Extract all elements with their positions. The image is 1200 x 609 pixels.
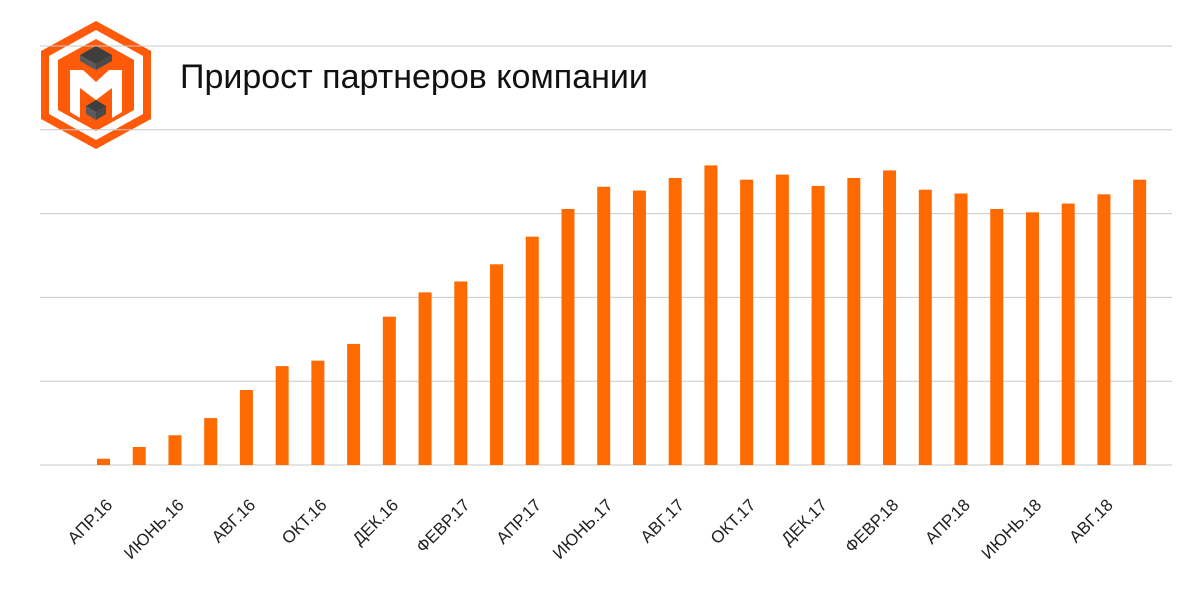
x-tick-label: АВГ.17 [637, 495, 688, 546]
x-tick-label: ФЕВР.18 [841, 495, 902, 556]
bar-АПР.16 [97, 458, 110, 465]
x-tick-label: ИЮНЬ.18 [978, 495, 1046, 563]
bar-ОКТ.16 [311, 360, 325, 465]
x-tick-label: АВГ.18 [1066, 495, 1117, 546]
bar-АВГ.16 [239, 389, 253, 465]
x-tick-label: АПР.18 [921, 495, 973, 547]
bar-ЯНВ.17 [418, 292, 432, 465]
bar-СЕНТ.16 [275, 366, 289, 465]
bar-ИЮНЬ.18 [1025, 212, 1039, 465]
bar-НОЯБ.16 [347, 343, 361, 465]
bar-ИЮЛЬ.18 [1061, 203, 1075, 465]
x-tick-label: ИЮНЬ.17 [549, 495, 617, 563]
bar-ИЮНЬ.17 [597, 186, 611, 465]
bar-ФЕВР.18 [883, 170, 897, 465]
bar-МАЙ.16 [132, 446, 146, 465]
bar-СЕНТ.17 [704, 165, 718, 466]
bar-АПР.18 [954, 193, 968, 465]
bar-ДЕК.17 [811, 185, 825, 466]
x-tick-label: ДЕК.17 [778, 495, 831, 548]
bar-СЕНТ.18 [1133, 179, 1147, 465]
bar-МАЙ.17 [561, 208, 575, 465]
bar-ФЕВР.17 [454, 281, 468, 465]
x-tick-label: АВГ.16 [208, 495, 259, 546]
x-tick-label: ИЮНЬ.16 [120, 495, 188, 563]
x-tick-label: АПР.17 [493, 495, 545, 547]
company-logo [41, 21, 151, 149]
x-tick-label: ОКТ.16 [278, 495, 331, 548]
bar-ИЮЛЬ.17 [632, 190, 646, 465]
bar-АВГ.17 [668, 177, 682, 466]
x-tick-labels: АПР.16 ИЮНЬ.16 АВГ.16 ОКТ.16 ДЕК.16 ФЕВР.17 АП… [64, 495, 1117, 563]
bars [97, 165, 1147, 466]
bar-ИЮНЬ.16 [168, 435, 182, 465]
bar-МАЙ.18 [990, 208, 1004, 465]
bar-НОЯБ.17 [775, 174, 789, 465]
x-tick-label: ДЕК.16 [349, 495, 402, 548]
x-tick-label: ФЕВР.17 [413, 495, 474, 556]
bar-МАРТ.17 [490, 264, 504, 465]
bar-МАРТ.18 [918, 189, 932, 466]
bar-ЯНВ.18 [847, 177, 861, 466]
chart-title: Прирост партнеров компании [180, 58, 648, 96]
x-tick-label: АПР.16 [64, 495, 116, 547]
x-tick-label: ОКТ.17 [707, 495, 760, 548]
bar-ОКТ.17 [740, 179, 754, 465]
bar-ИЮЛЬ.16 [204, 418, 218, 465]
bar-АПР.17 [525, 236, 539, 465]
bar-ДЕК.16 [382, 316, 396, 465]
bar-АВГ.18 [1097, 194, 1111, 466]
